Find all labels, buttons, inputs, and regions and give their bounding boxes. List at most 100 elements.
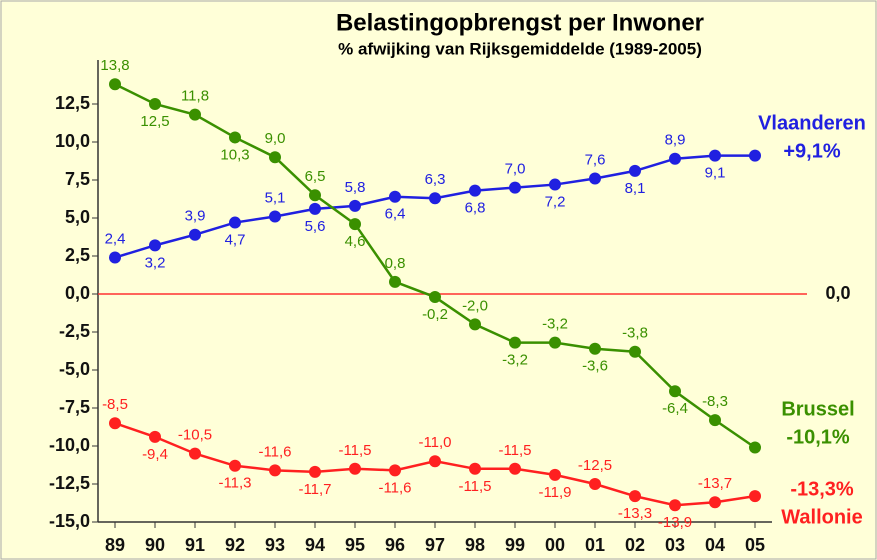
y-tick-label: 10,0 <box>55 131 90 151</box>
x-tick-label: 92 <box>225 535 245 555</box>
x-tick-label: 90 <box>145 535 165 555</box>
chart-title: Belastingopbrengst per Inwoner <box>336 9 704 36</box>
value-label: 4,7 <box>225 232 246 249</box>
point <box>309 465 321 478</box>
value-label: 6,8 <box>465 200 486 217</box>
x-tick-label: 00 <box>545 535 565 555</box>
x-tick-label: 04 <box>705 535 725 555</box>
value-label: 11,8 <box>181 88 209 105</box>
y-tick-label: 5,0 <box>65 207 90 227</box>
point <box>509 181 521 194</box>
value-label: 7,0 <box>505 161 526 178</box>
point <box>469 184 481 197</box>
point <box>469 318 481 331</box>
point <box>309 189 321 202</box>
value-label: -0,2 <box>422 306 448 323</box>
value-label: -2,0 <box>462 297 488 314</box>
value-label: -11,0 <box>418 434 451 451</box>
point <box>429 192 441 205</box>
value-label: 9,1 <box>705 165 726 182</box>
point <box>589 342 601 355</box>
value-label: 7,2 <box>545 194 566 211</box>
point <box>349 199 361 212</box>
point <box>549 468 561 481</box>
y-tick-label: -15,0 <box>49 511 90 531</box>
y-tick-label: 0,0 <box>65 283 90 303</box>
point <box>549 178 561 191</box>
y-tick-label: 2,5 <box>65 245 90 265</box>
point <box>749 149 761 162</box>
point <box>389 275 401 288</box>
x-tick-label: 02 <box>625 535 645 555</box>
value-label: 3,2 <box>145 254 166 271</box>
value-label: -8,5 <box>102 396 128 413</box>
point <box>709 149 721 162</box>
point <box>429 455 441 468</box>
value-label: -11,3 <box>218 475 251 492</box>
value-label: -3,2 <box>502 352 528 369</box>
point <box>189 447 201 460</box>
x-tick-label: 96 <box>385 535 405 555</box>
point <box>629 164 641 177</box>
value-label: -11,6 <box>378 479 411 496</box>
value-label: -11,7 <box>298 481 331 498</box>
value-label: -8,3 <box>702 393 728 410</box>
value-label: -9,4 <box>142 446 168 463</box>
reference-label: 0,0 <box>825 283 850 303</box>
x-tick-label: 03 <box>665 535 685 555</box>
value-label: -3,6 <box>582 358 608 375</box>
y-tick-label: 12,5 <box>55 93 90 113</box>
value-label: 10,3 <box>220 146 249 163</box>
point <box>229 131 241 144</box>
point <box>629 345 641 358</box>
value-label: -11,5 <box>338 442 371 459</box>
point <box>349 462 361 475</box>
point <box>709 496 721 509</box>
x-tick-label: 97 <box>425 535 445 555</box>
value-label: 3,9 <box>185 208 206 225</box>
y-tick-label: -12,5 <box>49 473 90 493</box>
x-tick-label: 99 <box>505 535 525 555</box>
point <box>629 490 641 503</box>
point <box>669 385 681 398</box>
value-label: -11,5 <box>458 478 491 495</box>
value-label: -13,3 <box>618 505 652 522</box>
value-label: 7,6 <box>585 151 606 168</box>
chart-subtitle: % afwijking van Rijksgemiddelde (1989-20… <box>338 39 702 58</box>
y-tick-label: -2,5 <box>59 321 90 341</box>
x-tick-label: 01 <box>585 535 605 555</box>
value-label: -11,5 <box>498 442 531 459</box>
point <box>149 98 161 110</box>
point <box>269 151 281 164</box>
point <box>349 218 361 231</box>
point <box>149 430 161 443</box>
point <box>749 441 761 454</box>
point <box>589 172 601 185</box>
x-tick-label: 91 <box>185 535 205 555</box>
point <box>229 459 241 472</box>
value-label: 8,9 <box>665 132 686 149</box>
point <box>589 478 601 490</box>
y-tick-label: -10,0 <box>49 435 90 455</box>
y-tick-label: 7,5 <box>65 169 90 189</box>
point <box>469 462 481 475</box>
x-tick-label: 89 <box>105 535 125 555</box>
value-label: 8,1 <box>625 180 646 197</box>
x-tick-label: 94 <box>305 535 325 555</box>
point <box>189 228 201 241</box>
point <box>149 239 161 252</box>
x-tick-label: 93 <box>265 535 285 555</box>
point <box>549 336 561 349</box>
point <box>509 336 521 349</box>
point <box>269 210 281 223</box>
x-tick-label: 95 <box>345 535 365 555</box>
end-label: +9,1% <box>783 140 840 162</box>
point <box>709 414 721 427</box>
point <box>509 462 521 475</box>
value-label: 9,0 <box>265 130 286 147</box>
value-label: -3,8 <box>622 325 648 342</box>
point <box>309 202 321 215</box>
y-tick-label: -7,5 <box>59 397 90 417</box>
end-label: -13,3% <box>790 478 854 500</box>
